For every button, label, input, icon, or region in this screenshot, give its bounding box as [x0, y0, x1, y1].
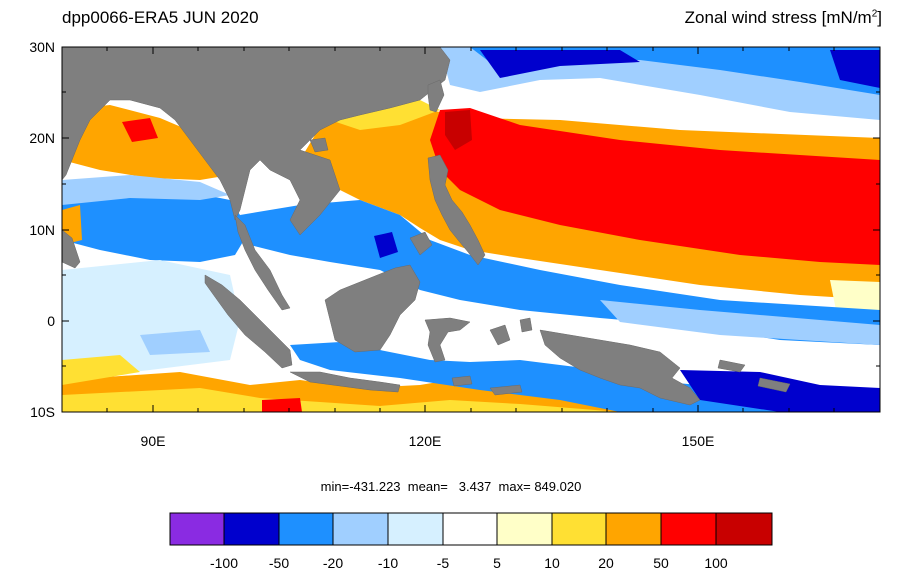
colorbar-box-1	[169, 512, 225, 546]
colorbar-label-5: -5	[437, 555, 450, 571]
stat-max-value: 849.020	[534, 479, 582, 494]
lat-label-30n: 30N	[29, 39, 55, 55]
colorbar-box-9	[605, 512, 662, 546]
stat-min-value: -431.223	[349, 479, 401, 494]
colorbar-box-7	[496, 512, 553, 546]
colorbar-label-2: -50	[269, 555, 289, 571]
stat-min-label: min=	[320, 479, 350, 494]
stat-mean-value: 3.437	[458, 479, 492, 494]
plot-title-left: dpp0066-ERA5 JUN 2020	[62, 8, 259, 27]
colorbar-box-6	[442, 512, 498, 546]
colorbar	[169, 512, 773, 546]
stat-mean-label: mean=	[407, 479, 448, 494]
colorbar-label-9: 50	[653, 555, 669, 571]
lat-label-20n: 20N	[29, 130, 55, 146]
colorbar-box-4	[332, 512, 389, 546]
longitude-labels: 90E 120E 150E	[141, 433, 715, 449]
plot-title-right: Zonal wind stress [mN/m2]	[685, 8, 882, 28]
colorbar-box-11	[715, 512, 773, 546]
colorbar-label-10: 100	[704, 555, 728, 571]
lat-label-10s: 10S	[30, 404, 55, 420]
title-unit-exponent: 2	[871, 8, 878, 20]
lon-label-150e: 150E	[682, 433, 715, 449]
lon-label-120e: 120E	[409, 433, 442, 449]
colorbar-box-10	[660, 512, 717, 546]
colorbar-box-5	[387, 512, 444, 546]
colorbar-label-4: -10	[378, 555, 398, 571]
lon-label-90e: 90E	[141, 433, 166, 449]
colorbar-box-8	[551, 512, 607, 546]
land-masses	[62, 47, 791, 406]
axis-ticks	[62, 46, 880, 413]
colorbar-label-3: -20	[323, 555, 343, 571]
colorbar-label-1: -100	[210, 555, 238, 571]
title-unit-close: ]	[877, 8, 882, 27]
colorbar-box-2	[223, 512, 280, 546]
latitude-labels: 30N 20N 10N 0 10S	[29, 39, 55, 420]
colorbar-box-3	[278, 512, 334, 546]
colorbar-labels: -100 -50 -20 -10 -5 5 10 20 50 100	[210, 555, 728, 571]
field-statistics: min=-431.223 mean= 3.437 max= 849.020	[0, 479, 902, 494]
colorbar-label-6: 5	[493, 555, 501, 571]
stat-max-label: max=	[498, 479, 531, 494]
lat-label-0: 0	[47, 313, 55, 329]
colorbar-label-7: 10	[544, 555, 560, 571]
lat-label-10n: 10N	[29, 222, 55, 238]
colorbar-label-8: 20	[598, 555, 614, 571]
title-variable: Zonal wind stress [mN/m	[684, 8, 872, 27]
